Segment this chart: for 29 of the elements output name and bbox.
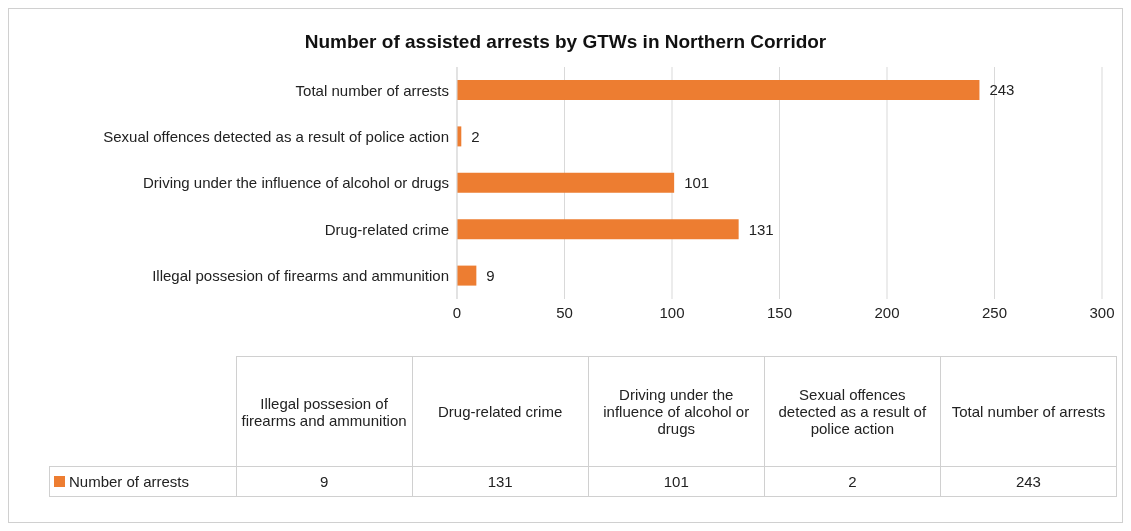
text: 243	[1015, 473, 1041, 490]
x-tick-label: 250	[981, 303, 1008, 321]
x-tick-label: 200	[874, 303, 900, 321]
legend-label: Number of arrests	[49, 466, 236, 497]
y-tick-label: Total number of arrests	[295, 81, 449, 99]
x-tick-label: 150	[766, 303, 793, 321]
chart-title: Number of assisted arrests by GTWs in Northern Corridor	[303, 31, 828, 53]
category-label: Sexual offences detected as a result of police action	[778, 386, 927, 437]
text: 9	[319, 473, 329, 490]
category-label: Illegal possesion of firearms and ammunition	[241, 394, 407, 429]
text: 101	[663, 473, 689, 490]
data-label: 243	[989, 81, 1015, 99]
category-label: Drug-related crime	[438, 403, 563, 420]
data-label: 131	[748, 220, 774, 238]
data-label: 101	[684, 174, 710, 192]
x-tick-label: 0	[452, 303, 462, 321]
data-label: 9	[486, 266, 495, 284]
y-tick-label: Drug-related crime	[324, 220, 449, 238]
x-tick-label: 50	[556, 303, 573, 321]
y-tick-label: Illegal possesion of firearms and ammunition	[152, 267, 449, 285]
text: 2	[848, 473, 857, 490]
y-tick-label: Sexual offences detected as a result of police action	[103, 127, 449, 145]
category-label: Driving under the influence of alcohol or drugs	[603, 386, 750, 437]
category-label: Total number of arrests	[951, 403, 1106, 420]
data-label: 2	[471, 127, 480, 145]
x-tick-label: 300	[1089, 303, 1115, 321]
text: 131	[487, 473, 513, 490]
x-tick-label: 100	[659, 303, 685, 321]
y-tick-label: Driving under the influence of alcohol or drugs	[142, 174, 449, 192]
